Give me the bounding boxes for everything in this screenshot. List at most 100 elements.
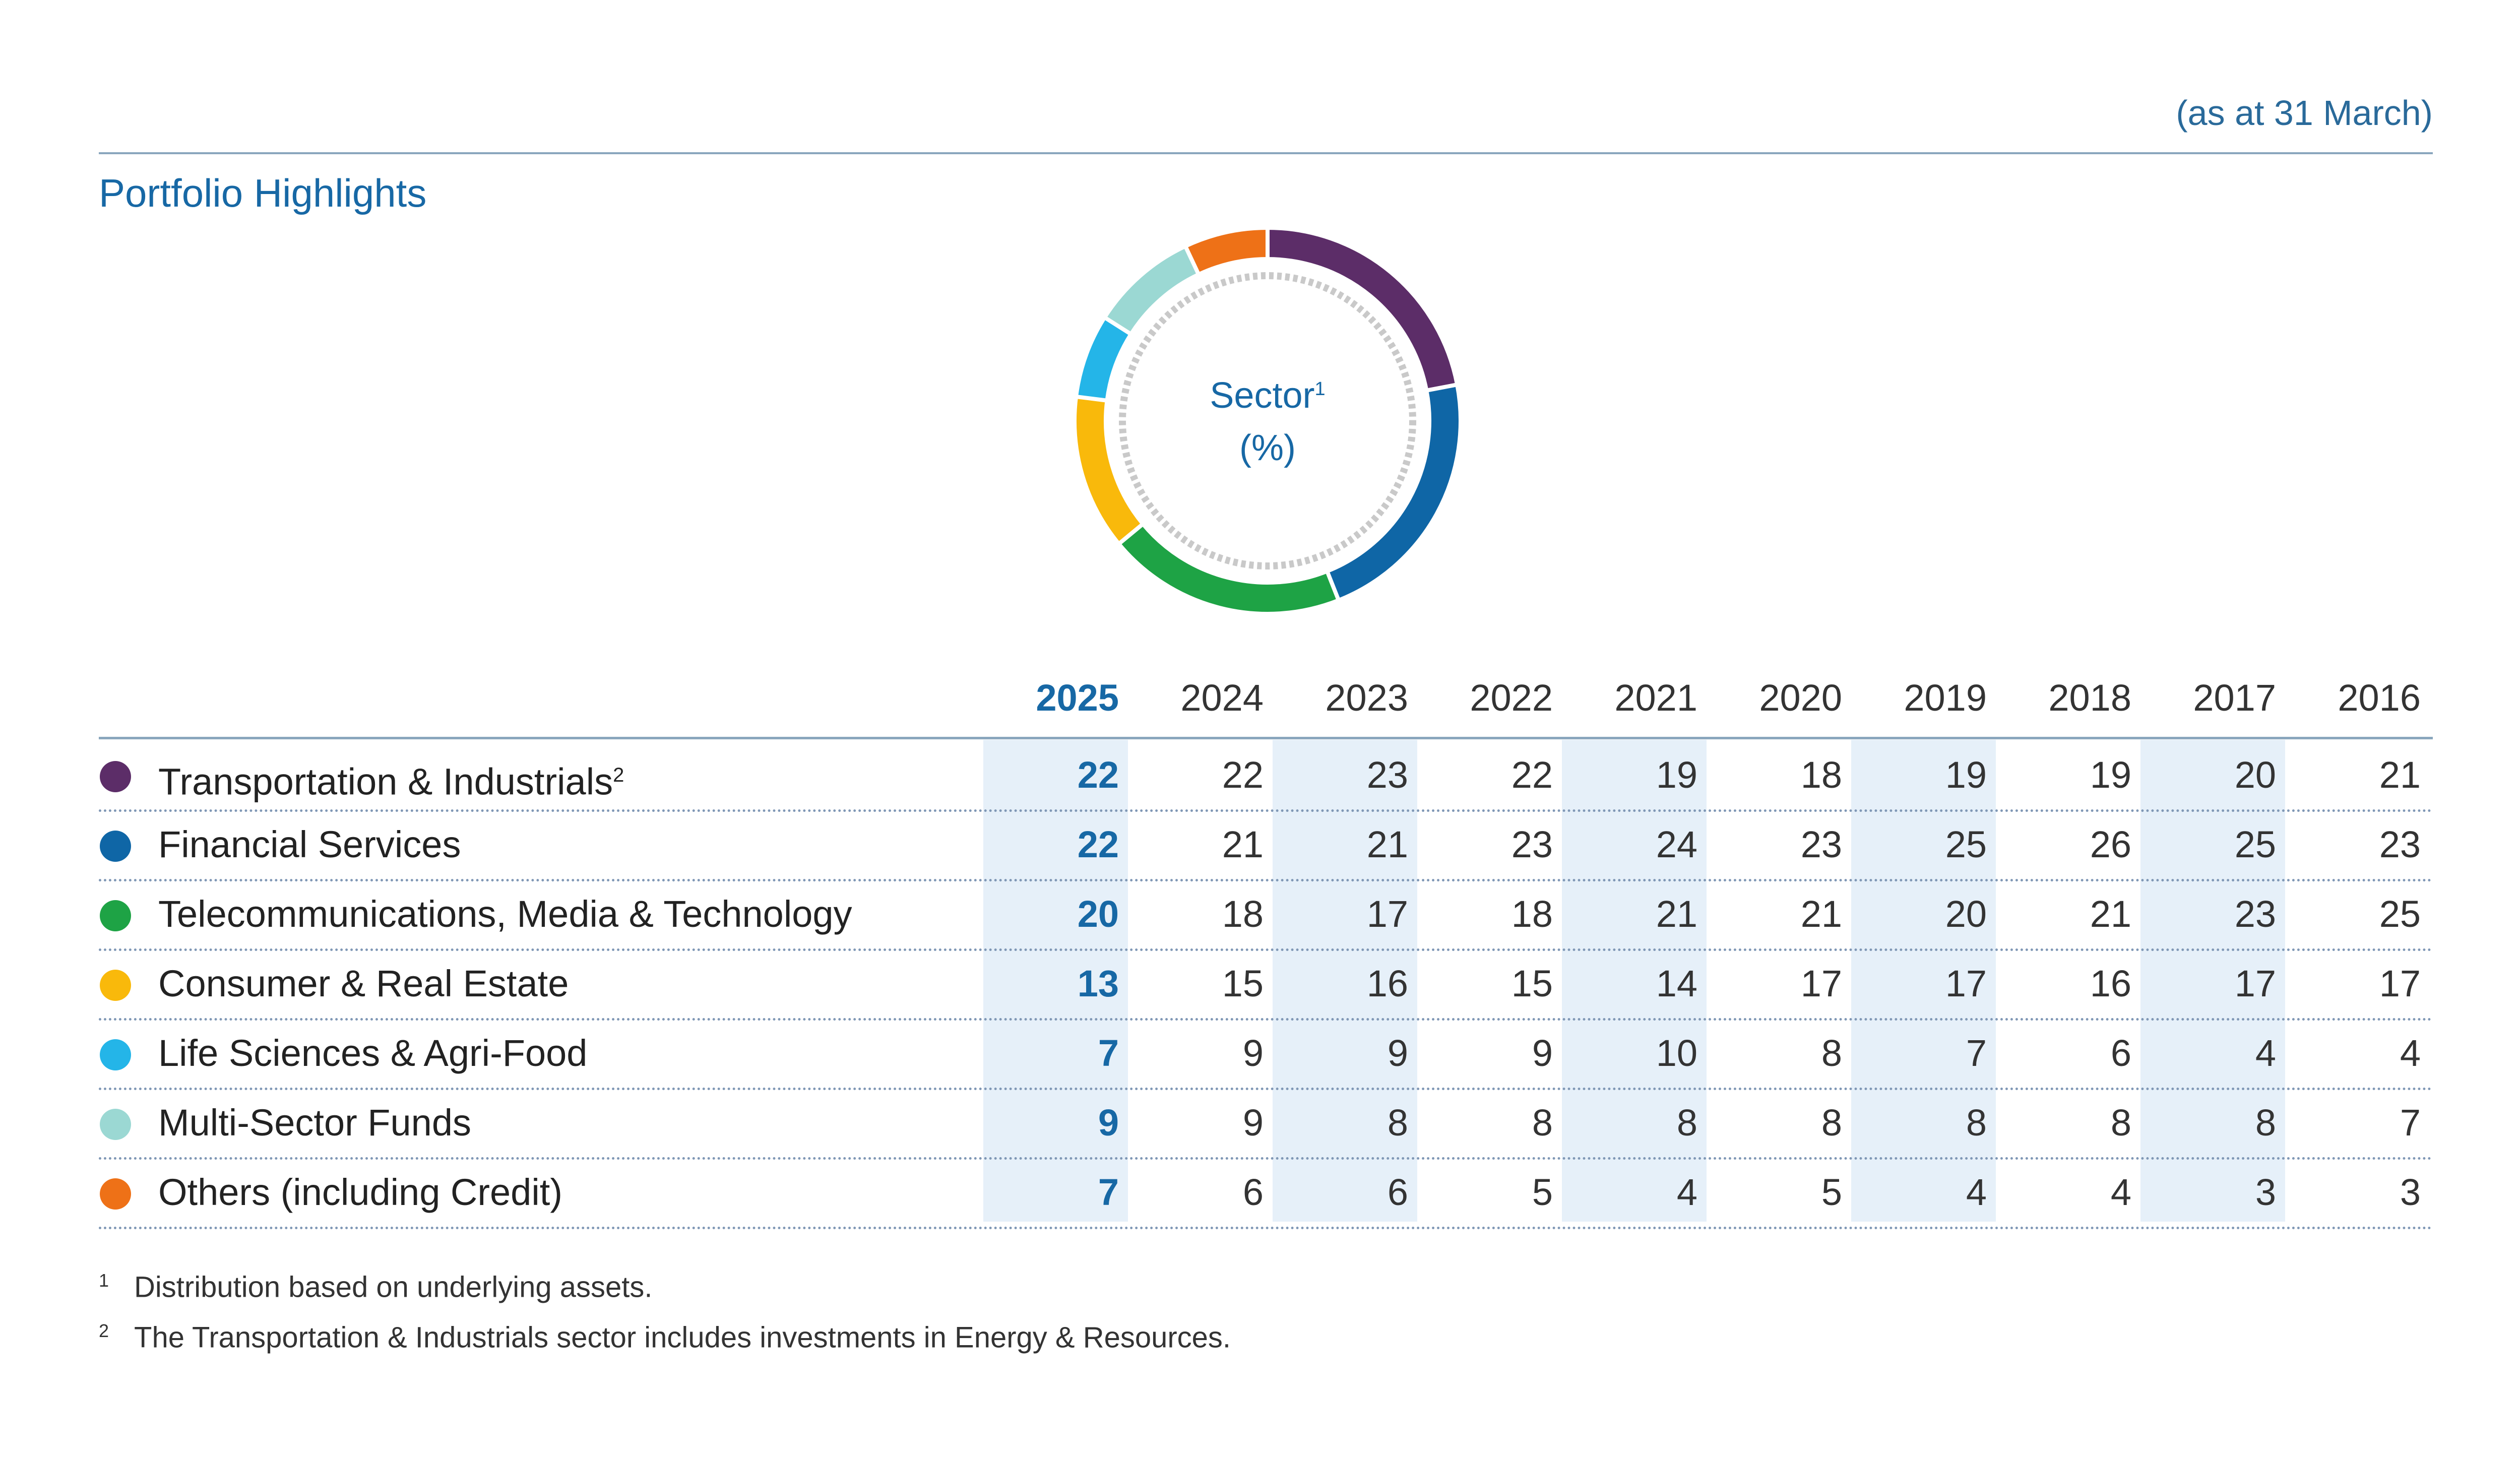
table-cell: 25 (2379, 893, 2421, 935)
table-cell: 4 (2255, 1032, 2276, 1074)
column-shade-2021 (1562, 740, 1707, 1222)
row-label: Others (including Credit) (158, 1167, 562, 1218)
column-header-2017: 2017 (2193, 677, 2276, 719)
donut-slice (1182, 225, 1270, 277)
column-shade-2019 (1851, 740, 1996, 1222)
legend-dot (100, 970, 131, 1001)
table-cell: 25 (1945, 823, 1987, 865)
row-label: Life Sciences & Agri-Food (158, 1028, 587, 1079)
table-cell: 8 (1821, 1102, 1842, 1144)
column-shade-2017 (2140, 740, 2285, 1222)
table-cell: 20 (1077, 893, 1119, 935)
row-label: Transportation & Industrials2 (158, 750, 624, 807)
table-cell: 7 (1098, 1032, 1119, 1074)
table-cell: 6 (1387, 1171, 1408, 1213)
row-label: Financial Services (158, 819, 461, 870)
table-cell: 17 (2234, 963, 2276, 1004)
table-cell: 19 (1656, 754, 1697, 796)
table-cell: 21 (2090, 893, 2131, 935)
table-cell: 18 (1511, 893, 1553, 935)
row-label-text: Transportation & Industrials (158, 761, 613, 803)
donut-title: Sector (1210, 375, 1315, 416)
table-cell: 14 (1656, 963, 1697, 1004)
footnote-2-number: 2 (99, 1320, 109, 1341)
table-row: Consumer & Real Estate 13 15 16 15 14 17 17 16 17… (99, 948, 2433, 1021)
table-cell: 9 (1242, 1102, 1264, 1144)
legend-dot (100, 1178, 131, 1210)
donut-slice (1102, 243, 1202, 337)
table-cell: 25 (2234, 823, 2276, 865)
table-cell: 21 (1222, 823, 1264, 865)
table-header-divider (99, 737, 2433, 739)
column-header-2019: 2019 (1904, 677, 1987, 719)
column-header-2022: 2022 (1470, 677, 1553, 719)
table-row: Multi-Sector Funds 9 9 8 8 8 8 8 8 8 7 (99, 1088, 2433, 1160)
table-cell: 8 (2255, 1102, 2276, 1144)
row-label: Telecommunications, Media & Technology (158, 889, 852, 939)
table-cell: 6 (1242, 1171, 1264, 1213)
table-cell: 13 (1077, 963, 1119, 1004)
table-cell: 18 (1800, 754, 1842, 796)
table-cell: 4 (2400, 1032, 2421, 1074)
column-header-2023: 2023 (1325, 677, 1408, 719)
row-label-text: Others (including Credit) (158, 1171, 562, 1213)
table-cell: 23 (2379, 823, 2421, 865)
table-cell: 4 (2110, 1171, 2131, 1213)
table-cell: 23 (1511, 823, 1553, 865)
table-row: Others (including Credit) 7 6 6 5 4 5 4 4 3 3 (99, 1157, 2433, 1229)
legend-dot (100, 1039, 131, 1070)
table-cell: 15 (1222, 963, 1264, 1004)
table-cell: 20 (2234, 754, 2276, 796)
footnote-2: 2 The Transportation & Industrials sector… (99, 1320, 1231, 1354)
column-shade-2023 (1273, 740, 1417, 1222)
table-cell: 18 (1222, 893, 1264, 935)
table-cell: 6 (2110, 1032, 2131, 1074)
table-cell: 9 (1387, 1032, 1408, 1074)
table-row: Financial Services 22 21 21 23 24 23 25 26 25 23 (99, 809, 2433, 881)
table-cell: 8 (1676, 1102, 1697, 1144)
table-cell: 19 (2090, 754, 2131, 796)
row-label-text: Financial Services (158, 823, 461, 865)
top-divider (99, 152, 2433, 154)
row-label: Multi-Sector Funds (158, 1098, 471, 1148)
table-cell: 16 (1366, 963, 1408, 1004)
table-cell: 22 (1222, 754, 1264, 796)
column-header-2021: 2021 (1614, 677, 1697, 719)
table-cell: 9 (1242, 1032, 1264, 1074)
column-header-2020: 2020 (1759, 677, 1842, 719)
donut-slice (1116, 521, 1342, 616)
table-cell: 5 (1532, 1171, 1553, 1213)
page-title: Portfolio Highlights (99, 171, 427, 215)
legend-dot (100, 900, 131, 931)
table-cell: 8 (1532, 1102, 1553, 1144)
table-cell: 22 (1511, 754, 1553, 796)
table-cell: 7 (1098, 1171, 1119, 1213)
table-cell: 8 (1387, 1102, 1408, 1144)
row-label-text: Life Sciences & Agri-Food (158, 1032, 588, 1074)
legend-dot (100, 761, 131, 792)
row-label: Consumer & Real Estate (158, 959, 569, 1009)
column-header-2018: 2018 (2048, 677, 2131, 719)
footnote-1-text: Distribution based on underlying assets. (134, 1271, 653, 1304)
table-cell: 8 (1966, 1102, 1987, 1144)
table-cell: 23 (1366, 754, 1408, 796)
table-cell: 24 (1656, 823, 1697, 865)
table-cell: 21 (2379, 754, 2421, 796)
column-header-2024: 2024 (1180, 677, 1264, 719)
table-cell: 3 (2400, 1171, 2421, 1213)
row-label-text: Telecommunications, Media & Technology (158, 893, 852, 935)
table-cell: 9 (1532, 1032, 1553, 1074)
table-cell: 21 (1800, 893, 1842, 935)
table-cell: 16 (2090, 963, 2131, 1004)
donut-unit: (%) (1239, 428, 1296, 468)
donut-title-footnote-mark: 1 (1314, 378, 1326, 400)
table-row: Telecommunications, Media & Technology 20… (99, 879, 2433, 951)
footnote-1-number: 1 (99, 1270, 109, 1291)
footnote-1: 1 Distribution based on underlying assets… (99, 1270, 653, 1304)
table-row: Transportation & Industrials2 22 22 23 22 19 1… (99, 740, 2433, 812)
table-cell: 8 (1821, 1032, 1842, 1074)
as-at-date: (as at 31 March) (2176, 93, 2433, 133)
table-cell: 21 (1656, 893, 1697, 935)
table-cell: 17 (1945, 963, 1987, 1004)
table-cell: 22 (1077, 754, 1119, 796)
